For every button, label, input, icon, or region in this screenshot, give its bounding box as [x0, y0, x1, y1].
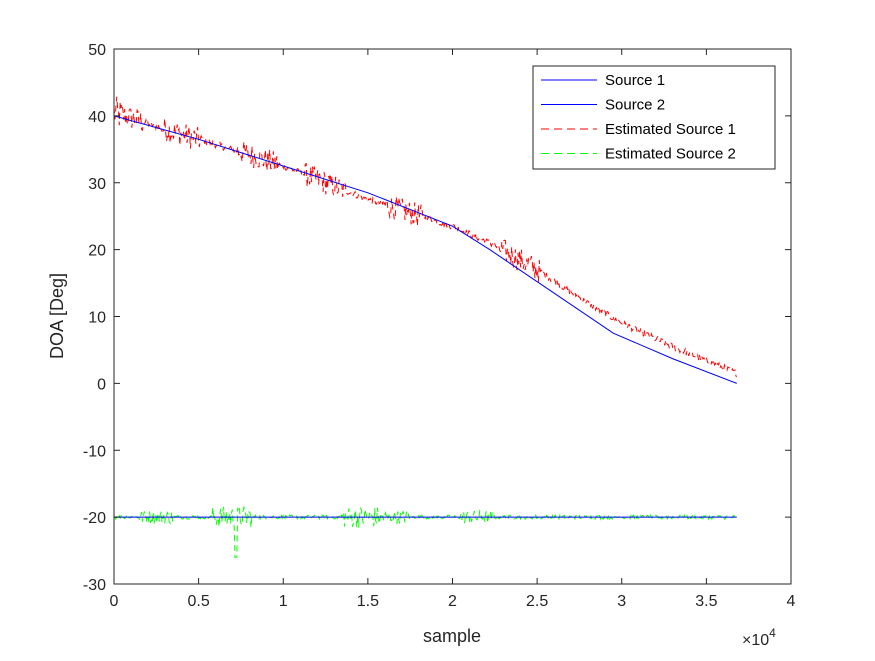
- y-axis-label: DOA [Deg]: [47, 273, 67, 359]
- legend-label: Source 1: [605, 72, 665, 89]
- x-tick-label: 3: [617, 593, 626, 610]
- y-ticks: -30 -20 -10 0 10 20 30 40 50: [83, 42, 791, 594]
- x-tick-label: 1: [279, 593, 288, 610]
- x-multiplier: ×104: [742, 626, 776, 649]
- x-tick-label: 1.5: [357, 593, 379, 610]
- legend-box: [532, 65, 776, 170]
- y-tick-label: 50: [88, 42, 106, 59]
- x-tick-label: 4: [787, 593, 796, 610]
- legend-label: Estimated Source 1: [605, 121, 736, 138]
- x-tick-label: 3.5: [695, 593, 717, 610]
- series-line-estimated-source-1: [113, 96, 738, 378]
- legend-label: Estimated Source 2: [605, 146, 736, 163]
- x-multiplier-base: ×10: [742, 632, 769, 649]
- x-multiplier-exponent: 4: [769, 626, 776, 640]
- legend-label: Source 2: [605, 97, 665, 114]
- y-tick-label: 10: [88, 310, 106, 327]
- y-tick-label: -10: [83, 443, 106, 460]
- data-traces: [113, 96, 738, 558]
- series-line-estimated-source-2: [114, 505, 738, 558]
- legend: Source 1 Source 2 Estimated Source 1 Estima…: [532, 65, 776, 170]
- y-tick-label: 40: [88, 109, 106, 126]
- x-ticks: 0 0.5 1 1.5 2 2.5 3 3.5 4: [110, 49, 796, 610]
- y-tick-label: 30: [88, 176, 106, 193]
- y-tick-label: -20: [83, 510, 106, 527]
- x-axis-label: sample: [423, 626, 481, 646]
- x-tick-label: 0: [110, 593, 119, 610]
- series-line-source-1: [113, 115, 737, 384]
- y-tick-label: 0: [97, 376, 106, 393]
- x-tick-label: 0.5: [188, 593, 210, 610]
- y-tick-label: 20: [88, 243, 106, 260]
- y-tick-label: -30: [83, 577, 106, 594]
- x-tick-label: 2: [448, 593, 457, 610]
- x-tick-label: 2.5: [526, 593, 548, 610]
